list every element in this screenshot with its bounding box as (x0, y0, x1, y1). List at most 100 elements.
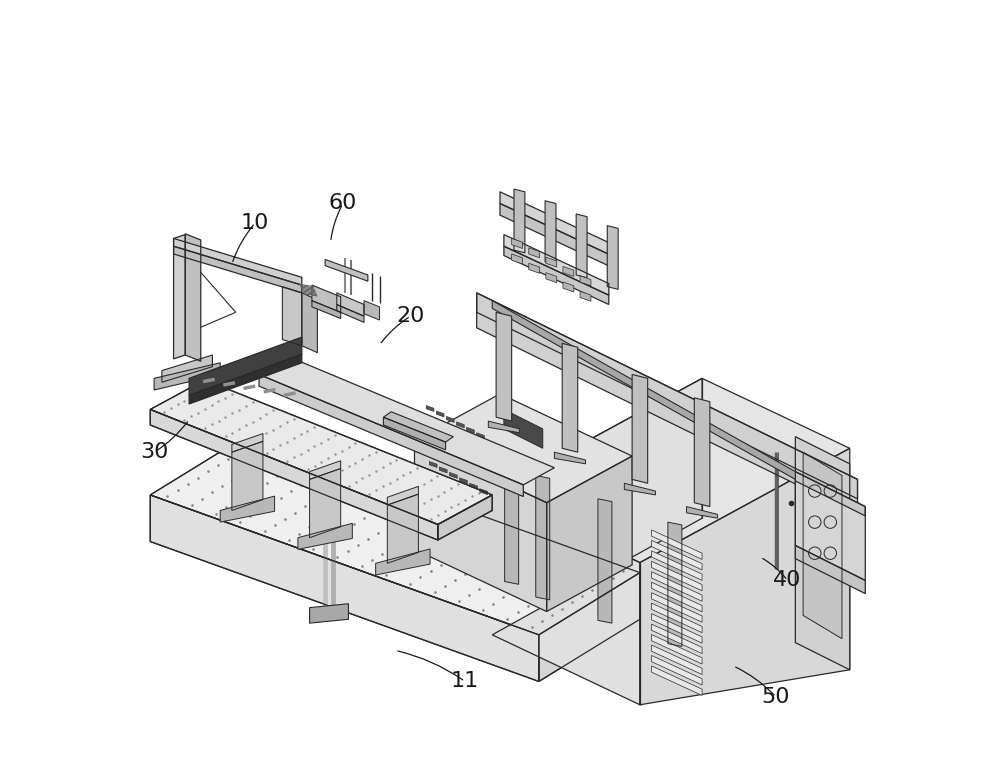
Polygon shape (428, 434, 435, 439)
Polygon shape (449, 473, 457, 478)
Polygon shape (492, 378, 702, 705)
Polygon shape (438, 495, 492, 540)
Polygon shape (652, 634, 702, 664)
Polygon shape (563, 267, 574, 276)
Polygon shape (436, 411, 444, 417)
Polygon shape (232, 441, 263, 510)
Polygon shape (668, 522, 682, 647)
Polygon shape (652, 666, 702, 696)
Polygon shape (795, 472, 865, 516)
Polygon shape (174, 239, 302, 285)
Polygon shape (448, 445, 456, 450)
Polygon shape (795, 437, 850, 670)
Polygon shape (529, 264, 540, 273)
Polygon shape (652, 614, 702, 644)
Polygon shape (480, 489, 488, 495)
Text: 11: 11 (451, 672, 479, 691)
Polygon shape (437, 425, 445, 431)
Polygon shape (652, 655, 702, 685)
Polygon shape (652, 530, 702, 559)
Polygon shape (447, 431, 455, 436)
Polygon shape (162, 355, 212, 382)
Polygon shape (514, 189, 525, 253)
Polygon shape (545, 200, 556, 264)
Polygon shape (439, 453, 446, 459)
Polygon shape (189, 354, 302, 404)
Polygon shape (387, 495, 418, 563)
Polygon shape (694, 398, 710, 506)
Polygon shape (446, 417, 454, 423)
Polygon shape (310, 461, 341, 480)
Polygon shape (220, 496, 275, 522)
Polygon shape (150, 410, 438, 540)
Polygon shape (652, 603, 702, 633)
Polygon shape (458, 450, 466, 456)
Polygon shape (337, 304, 364, 322)
Polygon shape (546, 273, 557, 282)
Text: 30: 30 (140, 442, 168, 463)
Polygon shape (529, 248, 540, 258)
Polygon shape (539, 573, 640, 682)
Polygon shape (427, 420, 435, 426)
Polygon shape (652, 551, 702, 580)
Polygon shape (298, 523, 352, 549)
Polygon shape (546, 257, 557, 267)
Polygon shape (562, 343, 578, 452)
Polygon shape (429, 462, 437, 467)
Polygon shape (624, 484, 655, 495)
Polygon shape (259, 374, 523, 497)
Polygon shape (467, 441, 475, 447)
Polygon shape (387, 487, 418, 505)
Polygon shape (536, 476, 550, 600)
Polygon shape (312, 300, 341, 318)
Polygon shape (426, 406, 434, 412)
Polygon shape (479, 475, 487, 480)
Polygon shape (468, 456, 476, 461)
Text: 60: 60 (329, 193, 357, 214)
Polygon shape (580, 291, 591, 301)
Polygon shape (189, 337, 302, 395)
Polygon shape (554, 452, 585, 464)
Polygon shape (477, 292, 858, 514)
Polygon shape (607, 225, 618, 289)
Polygon shape (312, 285, 341, 312)
Polygon shape (459, 464, 467, 470)
Polygon shape (477, 433, 484, 438)
Polygon shape (795, 545, 865, 594)
Polygon shape (415, 394, 632, 502)
Polygon shape (504, 246, 609, 304)
Polygon shape (456, 422, 464, 428)
Polygon shape (439, 467, 447, 473)
Polygon shape (469, 470, 477, 475)
Polygon shape (310, 604, 348, 623)
Polygon shape (500, 204, 617, 270)
Polygon shape (652, 624, 702, 654)
Polygon shape (496, 312, 512, 421)
Polygon shape (477, 292, 858, 499)
Polygon shape (687, 506, 718, 518)
Polygon shape (185, 234, 201, 361)
Polygon shape (488, 421, 519, 433)
Polygon shape (652, 645, 702, 675)
Polygon shape (150, 380, 492, 524)
Polygon shape (325, 260, 368, 281)
Polygon shape (383, 412, 453, 442)
Polygon shape (505, 460, 519, 584)
Polygon shape (438, 439, 446, 445)
Polygon shape (504, 235, 609, 295)
Polygon shape (803, 452, 842, 639)
Polygon shape (652, 582, 702, 612)
Text: 40: 40 (773, 570, 802, 590)
Polygon shape (580, 276, 591, 285)
Text: 10: 10 (241, 213, 269, 233)
Polygon shape (282, 286, 302, 346)
Polygon shape (632, 374, 648, 484)
Text: 20: 20 (396, 307, 425, 326)
Polygon shape (259, 357, 554, 485)
Polygon shape (150, 433, 640, 635)
Polygon shape (174, 235, 185, 359)
Polygon shape (640, 448, 850, 705)
Polygon shape (652, 541, 702, 570)
Polygon shape (652, 572, 702, 601)
Text: 50: 50 (762, 687, 790, 707)
